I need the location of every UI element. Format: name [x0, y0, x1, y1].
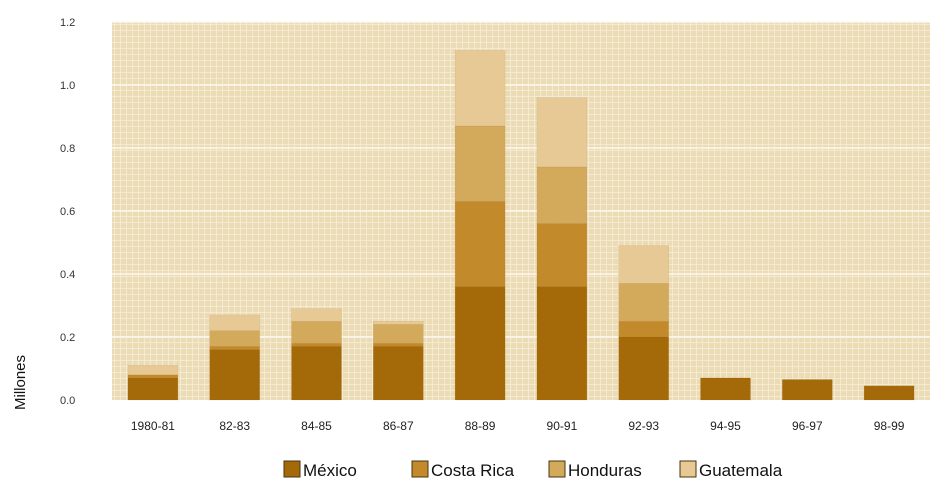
- bar-segment: [291, 321, 342, 344]
- x-tick-label: 90-91: [547, 419, 578, 433]
- bar-segment: [291, 308, 342, 322]
- bar-segment: [127, 365, 179, 376]
- bar-segment: [127, 377, 179, 401]
- x-tick-label: 82-83: [219, 419, 250, 433]
- bar-segment: [209, 314, 260, 331]
- legend-swatch: [283, 460, 301, 478]
- bar-segment: [618, 321, 669, 338]
- bar-segment: [536, 223, 588, 287]
- bar-segment: [700, 377, 751, 401]
- bar-segment: [291, 346, 342, 401]
- bar-segment: [209, 346, 260, 350]
- x-tick-label: 94-95: [710, 419, 741, 433]
- x-tick-label: 88-89: [465, 419, 496, 433]
- bar-segment: [373, 346, 424, 401]
- x-tick-label: 1980-81: [131, 419, 175, 433]
- bar-segment: [863, 385, 915, 401]
- legend-swatch: [548, 460, 566, 478]
- legend-label: Guatemala: [699, 461, 783, 480]
- bar-segment: [536, 286, 588, 401]
- y-tick-label: 0.2: [60, 332, 75, 344]
- y-tick-label: 1.0: [60, 80, 75, 92]
- x-tick-label: 98-99: [874, 419, 905, 433]
- bar-segment: [536, 166, 588, 224]
- x-axis: 1980-81 82-83 84-85 86-87 88-89 90-91 92-93 94-…: [131, 419, 905, 433]
- y-axis: 0.0 0.2 0.4 0.6 0.8 1.0 1.2: [60, 17, 75, 407]
- legend-label: Costa Rica: [431, 461, 515, 480]
- bar-segment: [454, 50, 506, 127]
- x-tick-label: 92-93: [628, 419, 659, 433]
- y-tick-label: 0.4: [60, 269, 75, 281]
- bar-segment: [454, 201, 506, 287]
- bar-segment: [209, 349, 260, 401]
- y-axis-title: Millones: [12, 355, 29, 410]
- bar-segment: [127, 374, 179, 379]
- bar-segment: [454, 286, 506, 401]
- legend-label: México: [303, 461, 357, 480]
- legend-swatch: [411, 460, 429, 478]
- bar-segment: [209, 330, 260, 347]
- legend: México Costa Rica Honduras Guatemala: [283, 460, 783, 480]
- bar-segment: [373, 343, 424, 347]
- bar-segment: [454, 125, 506, 202]
- bars: [127, 50, 915, 401]
- y-tick-label: 0.8: [60, 143, 75, 155]
- legend-swatch: [679, 460, 697, 478]
- x-tick-label: 96-97: [792, 419, 823, 433]
- bar-segment: [373, 324, 424, 344]
- y-tick-label: 1.2: [60, 17, 75, 29]
- legend-label: Honduras: [568, 461, 642, 480]
- bar-segment: [618, 283, 669, 322]
- bar-segment: [291, 343, 342, 347]
- y-tick-label: 0.6: [60, 206, 75, 218]
- x-tick-label: 86-87: [383, 419, 414, 433]
- bar-segment: [373, 321, 424, 325]
- bar-segment: [536, 97, 588, 168]
- bar-segment: [782, 379, 833, 401]
- bar-segment: [618, 336, 669, 401]
- x-tick-label: 84-85: [301, 419, 332, 433]
- bar-segment: [618, 245, 669, 284]
- y-tick-label: 0.0: [60, 395, 75, 407]
